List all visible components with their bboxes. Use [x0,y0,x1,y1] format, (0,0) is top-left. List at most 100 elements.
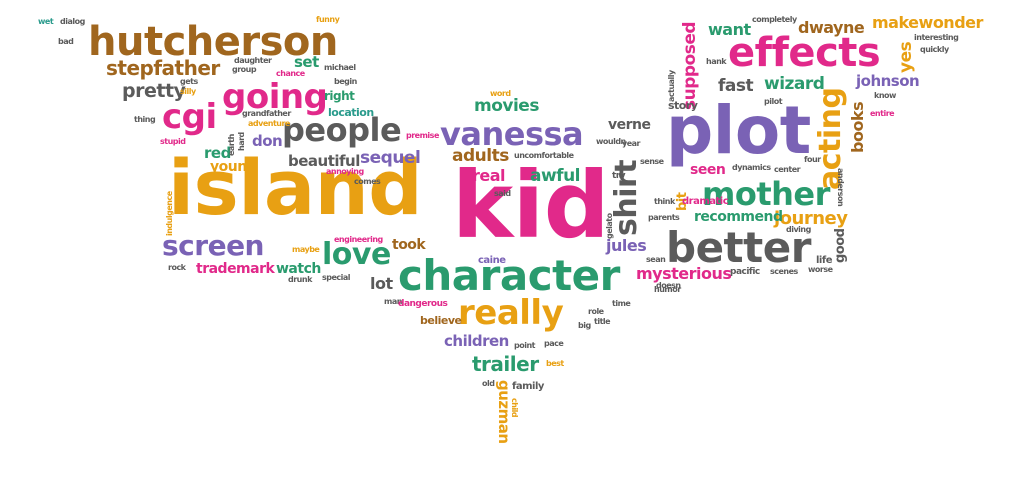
word-try: try [612,171,626,181]
word-time: time [612,299,631,308]
word-indulgence: indulgence [165,191,174,236]
word-plot: plot [666,92,811,169]
word-fast: fast [718,76,754,96]
word-title: title [594,317,611,326]
word-awful: awful [530,166,581,186]
word-kid: kid [452,152,610,259]
word-lot: lot [370,274,393,293]
word-maybe: maybe [292,245,320,254]
word-stepfather: stepfather [106,56,220,80]
word-hank: hank [706,57,727,66]
word-role: role [588,307,604,316]
word-don: don [252,132,283,150]
word-earth: earth [227,134,236,156]
word-dwayne: dwayne [798,18,865,37]
word-recommend: recommend [694,209,783,225]
word-gets: gets [180,77,198,86]
word-dangerous: dangerous [398,299,448,309]
word-story: story [668,99,698,112]
word-gelato: gelato [605,213,614,239]
word-good: good [833,228,848,264]
word-going: going [222,77,328,117]
word-worse: worse [808,265,833,274]
word-yes: yes [896,41,916,73]
word-trailer: trailer [472,352,539,376]
word-engineering: engineering [334,235,383,244]
word-year: year [622,139,640,148]
word-best: best [546,359,564,368]
word-set: set [294,53,319,71]
word-word: word [490,89,511,98]
word-believe: believe [420,314,462,327]
word-completely: completely [752,15,797,24]
word-anderson: anderson [836,168,845,207]
word-books: books [848,101,867,153]
word-diving: diving [786,225,811,234]
word-stupid: stupid [160,137,186,146]
word-dramatic: dramatic [682,196,729,207]
word-cgi: cgi [162,97,217,137]
word-grandfather: grandfather [242,109,291,118]
word-jules: jules [606,236,647,255]
word-want: want [708,20,751,39]
word-dialog: dialog [60,17,85,26]
word-scenes: scenes [770,267,798,276]
word-chance: chance [276,69,305,78]
word-know: know [874,91,896,100]
word-mother: mother [702,175,830,213]
word-effects: effects [728,30,881,76]
word-mysterious: mysterious [636,264,732,283]
word-journey: journey [774,208,848,229]
word-johnson: johnson [856,72,920,90]
word-comes: comes [354,177,381,186]
word-pretty: pretty [122,80,186,102]
word-pilot: pilot [764,97,783,106]
word-really: really [458,293,564,333]
word-took: took [392,237,426,253]
word-child: child [510,398,519,418]
word-four: four [804,155,821,164]
word-michael: michael [324,63,356,72]
word-caine: caine [478,255,506,266]
word-wizard: wizard [764,74,825,94]
word-hard: hard [237,132,246,152]
word-funny: funny [316,15,340,24]
word-silly: silly [180,87,196,96]
word-annoying: annoying [326,167,364,176]
word-verne: verne [608,117,651,133]
word-island: island [168,143,423,232]
word-old: old [482,379,495,388]
word-interesting: interesting [914,33,959,42]
word-adults: adults [452,146,509,166]
word-begin: begin [334,77,357,86]
word-big: big [578,321,591,330]
word-adventure: adventure [248,119,290,128]
word-doesn: doesn [656,281,681,290]
word-family: family [512,381,544,392]
word-dynamics: dynamics [732,163,771,172]
word-seen: seen [690,162,726,178]
word-man: man [384,297,402,306]
word-special: special [322,273,351,282]
word-right: right [324,89,355,103]
word-beautiful: beautiful [288,152,360,170]
word-trademark: trademark [196,261,275,277]
word-premise: premise [406,131,439,140]
word-makewonder: makewonder [872,13,983,32]
word-love: love [322,237,391,272]
word-group: group [232,65,257,74]
word-guzman: guzman [495,380,513,444]
word-pacific: pacific [730,267,760,277]
word-sean: sean [646,255,666,264]
word-thing: thing [134,115,156,124]
word-better: better [666,223,811,272]
word-rock: rock [168,263,186,272]
word-point: point [514,341,535,350]
word-red: red [204,144,231,162]
word-sequel: sequel [360,148,421,168]
word-humor: humor [654,285,681,294]
word-hutcherson: hutcherson [88,19,338,65]
word-bad: bad [58,37,74,46]
word-think: think [654,197,675,206]
